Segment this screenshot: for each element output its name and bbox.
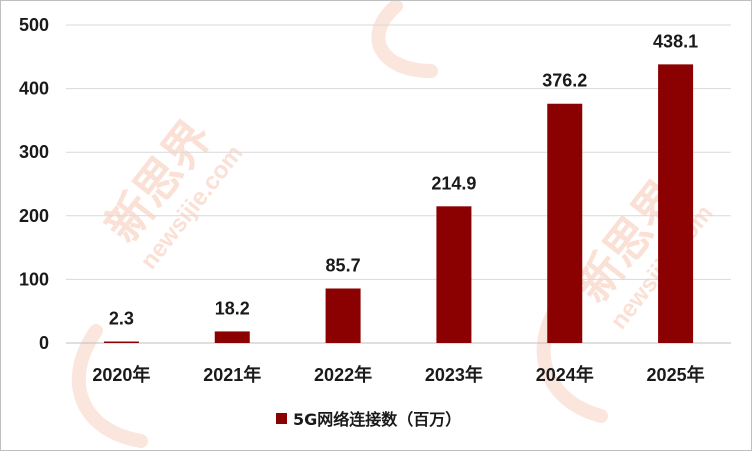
y-tick-label: 0 [39,333,49,353]
bar [214,331,250,343]
bar [658,64,694,343]
x-tick-label: 2024年 [536,364,594,385]
y-tick-label: 200 [19,206,49,226]
y-tick-label: 100 [19,269,49,289]
x-tick-label: 2023年 [425,364,483,385]
bar [103,341,139,343]
legend-label: 5G网络连接数（百万） [293,410,461,429]
data-labels: 2.3 18.2 85.7 214.9 376.2 438.1 [109,31,698,328]
legend: 5G网络连接数（百万） [276,410,461,429]
bar [547,103,583,343]
y-axis-ticks: 0 100 200 300 400 500 [19,15,49,353]
data-label: 2.3 [109,309,134,329]
x-tick-label: 2025年 [647,364,705,385]
watermark-swirl [371,1,438,78]
watermark-swirl [71,324,148,448]
data-label: 18.2 [215,298,250,318]
bar [436,206,472,343]
x-tick-label: 2020年 [92,364,150,385]
legend-swatch [276,413,287,424]
y-tick-label: 500 [19,15,49,35]
x-axis-ticks: 2020年 2021年 2022年 2023年 2024年 2025年 [92,364,704,385]
data-label: 214.9 [431,173,476,193]
bar [325,288,361,343]
bars [103,64,694,343]
data-label: 438.1 [653,31,698,51]
y-tick-label: 300 [19,142,49,162]
x-tick-label: 2021年 [203,364,261,385]
x-tick-label: 2022年 [314,364,372,385]
gridlines [66,24,731,344]
data-label: 376.2 [542,71,587,91]
data-label: 85.7 [326,255,361,275]
y-tick-label: 400 [19,79,49,99]
